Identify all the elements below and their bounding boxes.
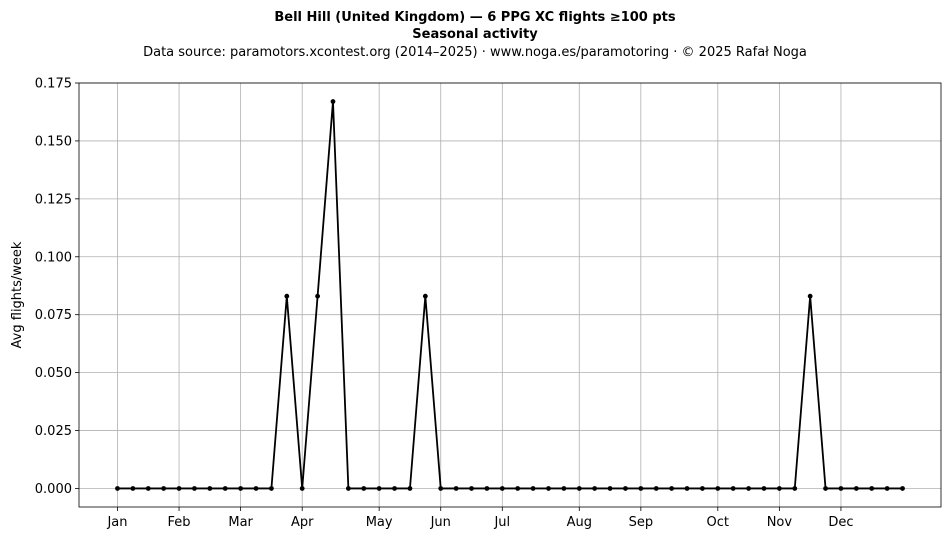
data-point [484,486,490,491]
x-tick-label: Mar [228,515,253,530]
data-point [161,486,167,491]
data-point [607,486,613,491]
data-point [299,486,305,491]
data-point [561,486,567,491]
data-point [284,293,290,299]
chart-source-note: Data source: paramotors.xcontest.org (20… [143,45,807,60]
x-tick-label: Sep [629,515,654,530]
data-point [238,486,244,491]
y-tick-label: 0.150 [35,134,72,149]
chart-title: Bell Hill (United Kingdom) — 6 PPG XC fl… [274,10,676,25]
data-point [884,486,890,491]
y-tick-label: 0.075 [35,308,72,323]
x-tick-label: Nov [767,515,793,530]
data-point [392,486,397,491]
data-point [838,486,844,491]
data-point [546,486,551,491]
ticks: 0.000 0.025 0.050 0.075 0.100 0.125 0.150 0.175… [35,77,854,531]
data-point [269,486,274,491]
data-point [115,486,120,491]
data-point [776,486,782,491]
x-tick-label: May [366,515,393,530]
data-point [853,486,859,491]
x-tick-label: Dec [828,515,853,530]
data-point [576,486,582,491]
y-tick-label: 0.050 [35,366,72,381]
data-point [407,486,413,491]
x-tick-label: Jan [106,515,127,530]
x-tick-label: Aug [567,515,592,530]
grid [79,82,941,507]
chart-subtitle: Seasonal activity [412,27,538,42]
y-tick-label: 0.125 [35,192,72,207]
data-point [592,486,598,491]
data-point [376,486,382,491]
data-point [792,486,798,491]
data-point [469,486,474,491]
data-point [192,486,197,491]
y-tick-label: 0.025 [35,424,72,439]
x-tick-label: Jun [430,515,451,530]
data-point [807,293,813,299]
x-tick-label: Oct [707,515,729,530]
x-tick-label: Apr [291,515,314,530]
data-point [145,486,151,491]
data-point [530,486,536,491]
data-point [345,486,351,491]
data-point [515,486,521,491]
data-point [900,486,905,491]
data-point [684,486,690,491]
data-point [761,486,767,491]
data-point [700,486,705,491]
data-point [207,486,213,491]
data-point [623,486,628,491]
series-layer [115,99,905,491]
data-point [669,486,675,491]
x-tick-label: Jul [493,515,510,530]
data-point [361,486,367,491]
y-tick-label: 0.175 [35,77,72,92]
data-point [453,486,459,491]
data-point [315,293,320,299]
x-tick-label: Feb [168,515,191,530]
series-line [117,100,903,490]
y-tick-label: 0.000 [35,482,72,497]
data-point [823,486,828,491]
data-point [253,486,259,491]
data-point [130,486,136,491]
y-axis-label: Avg flights/week [10,241,25,348]
data-point [422,293,428,299]
data-point [176,486,182,491]
data-point [499,486,505,491]
data-point [869,486,875,491]
data-point [653,486,659,491]
plot-frame [78,82,942,508]
data-point [438,486,444,491]
data-point [222,486,228,491]
data-point [715,486,721,491]
y-tick-label: 0.100 [35,250,72,265]
data-point [330,99,336,104]
data-point [638,486,644,491]
data-point [730,486,736,491]
data-point [746,486,751,491]
